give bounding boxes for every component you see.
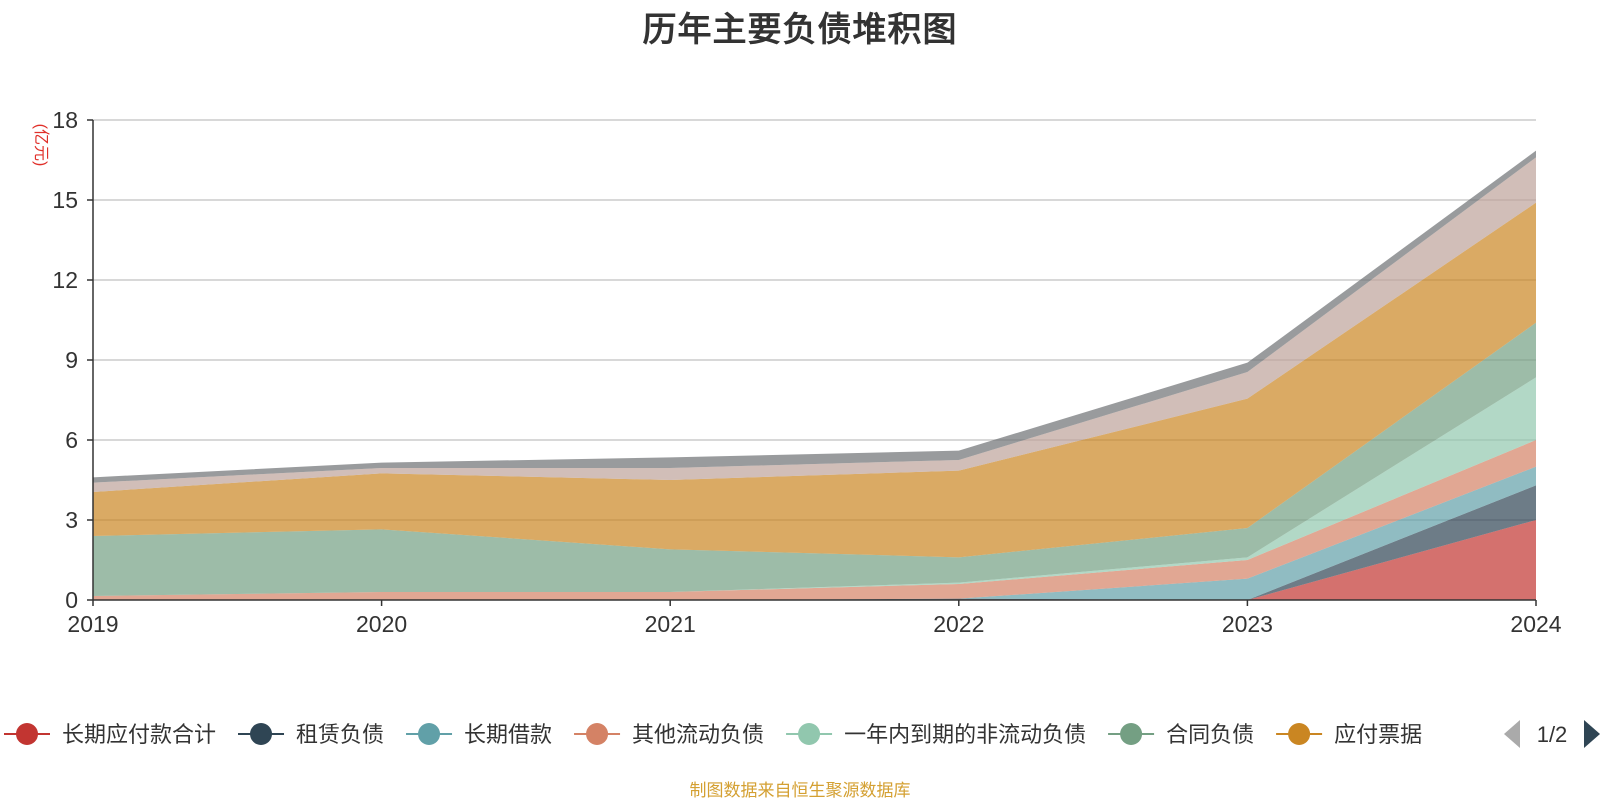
legend-item[interactable]: 合同负债 bbox=[1108, 722, 1254, 747]
legend-marker bbox=[1288, 723, 1311, 745]
legend-marker bbox=[250, 723, 273, 745]
legend-marker bbox=[586, 723, 609, 745]
legend-page-indicator: 1/2 bbox=[1537, 722, 1568, 747]
area-series-1 bbox=[93, 520, 1536, 600]
source-note: 制图数据来自恒生聚源数据库 bbox=[689, 781, 911, 800]
legend-label: 长期应付款合计 bbox=[62, 722, 216, 747]
legend-label: 一年内到期的非流动负债 bbox=[844, 722, 1086, 747]
x-tick-label: 2023 bbox=[1222, 611, 1273, 637]
x-tick-label: 2022 bbox=[933, 611, 984, 637]
legend-label: 租赁负债 bbox=[296, 722, 384, 747]
x-tick-label: 2021 bbox=[645, 611, 696, 637]
area-series-7 bbox=[93, 202, 1536, 558]
legend-next-page-icon[interactable] bbox=[1584, 720, 1600, 748]
legend-marker bbox=[1120, 723, 1143, 745]
area-series-group bbox=[93, 150, 1536, 600]
y-tick-label: 15 bbox=[52, 187, 78, 213]
legend-item[interactable]: 租赁负债 bbox=[238, 722, 384, 747]
x-tick-label: 2024 bbox=[1510, 611, 1561, 637]
legend-marker bbox=[16, 723, 38, 745]
y-tick-label: 3 bbox=[65, 507, 78, 533]
legend-item[interactable]: 应付票据 bbox=[1276, 722, 1422, 747]
area-series-6 bbox=[93, 322, 1536, 596]
y-tick-label: 18 bbox=[52, 107, 78, 133]
legend-item[interactable]: 一年内到期的非流动负债 bbox=[786, 722, 1086, 747]
legend-label: 应付票据 bbox=[1334, 722, 1422, 747]
legend-label: 长期借款 bbox=[464, 722, 552, 747]
x-tick-label: 2019 bbox=[67, 611, 118, 637]
area-series-8 bbox=[93, 157, 1536, 493]
y-tick-label: 6 bbox=[65, 427, 78, 453]
y-tick-label: 0 bbox=[65, 587, 78, 613]
legend-item[interactable]: 长期借款 bbox=[406, 722, 552, 747]
legend-prev-page-icon[interactable] bbox=[1504, 720, 1520, 748]
legend-label: 其他流动负债 bbox=[632, 722, 764, 747]
x-tick-label: 2020 bbox=[356, 611, 407, 637]
y-tick-label: 12 bbox=[52, 267, 78, 293]
legend-item[interactable]: 其他流动负债 bbox=[574, 722, 764, 747]
y-tick-label: 9 bbox=[65, 347, 78, 373]
legend: 长期应付款合计 租赁负债 长期借款 其他流动负债 一年内到期的非流动负债 合同负债 应付票据… bbox=[4, 720, 1600, 748]
legend-marker bbox=[798, 723, 821, 745]
legend-item[interactable]: 长期应付款合计 bbox=[4, 722, 216, 747]
y-axis-label: (亿元) bbox=[32, 124, 50, 167]
legend-label: 合同负债 bbox=[1166, 722, 1254, 747]
chart-title: 历年主要负债堆积图 bbox=[642, 11, 958, 49]
axes: 0 3 6 9 12 15 18 2019 2020 2021 2022 2023 2024 bbox=[52, 107, 1561, 637]
legend-marker bbox=[418, 723, 441, 745]
